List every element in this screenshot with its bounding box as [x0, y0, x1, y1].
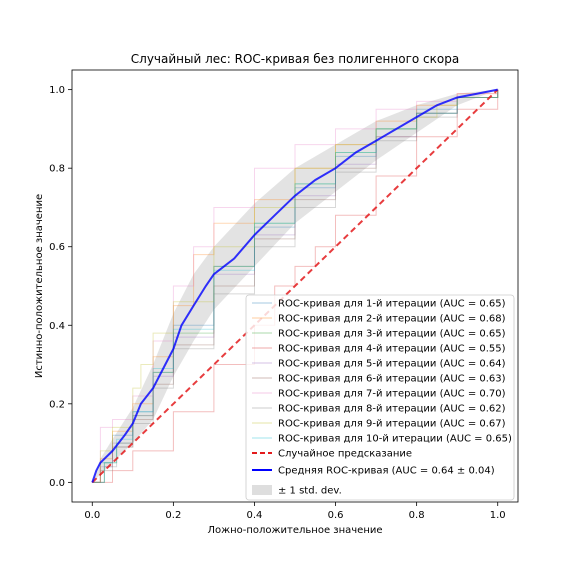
- legend-chance-label: Случайное предсказание: [278, 449, 412, 460]
- y-tick-label: 0.2: [49, 399, 65, 410]
- roc-iteration-8: [92, 89, 499, 483]
- mean-roc-curve: [91, 88, 498, 483]
- x-tick-label: 1.0: [490, 510, 506, 521]
- x-axis-label: Ложно-положительное значение: [207, 525, 382, 536]
- roc-iteration-9: [92, 89, 499, 483]
- roc-iteration-3: [92, 89, 499, 483]
- legend: ROC-кривая для 1-й итерации (AUC = 0.65)…: [245, 294, 515, 501]
- y-tick-label: 1.0: [49, 85, 65, 96]
- y-tick-label: 0.0: [49, 478, 65, 489]
- y-tick-label: 0.6: [49, 242, 65, 253]
- legend-iteration-7-label: ROC-кривая для 7-й итерации (AUC = 0.70): [278, 389, 506, 400]
- x-tick-label: 0.2: [165, 510, 181, 521]
- chance-line: [91, 88, 499, 484]
- legend-box: [245, 294, 515, 501]
- legend-iteration-9-label: ROC-кривая для 9-й итерации (AUC = 0.67): [278, 419, 506, 430]
- chart-title: Случайный лес: ROC-кривая без полигенног…: [131, 52, 459, 66]
- y-axis-label: Истинно-положительное значение: [34, 194, 45, 378]
- legend-iteration-6-label: ROC-кривая для 6-й итерации (AUC = 0.63): [278, 374, 506, 385]
- x-tick-label: 0.8: [409, 510, 425, 521]
- legend-mean-label: Средняя ROC-кривая (AUC = 0.64 ± 0.04): [278, 466, 495, 477]
- x-tick-label: 0.4: [247, 510, 263, 521]
- legend-iteration-10-label: ROC-кривая для 10-й итерации (AUC = 0.65…: [278, 434, 512, 445]
- legend-iteration-8-label: ROC-кривая для 8-й итерации (AUC = 0.62): [278, 404, 506, 415]
- legend-std-label: ± 1 std. dev.: [278, 486, 342, 497]
- x-tick-label: 0.6: [328, 510, 344, 521]
- legend-iteration-4-label: ROC-кривая для 4-й итерации (AUC = 0.55): [278, 344, 506, 355]
- x-tick-label: 0.0: [84, 510, 100, 521]
- axes-frame: [71, 69, 519, 503]
- y-tick-label: 0.4: [49, 321, 65, 332]
- roc-iteration-7: [92, 89, 499, 483]
- legend-iteration-1-label: ROC-кривая для 1-й итерации (AUC = 0.65): [278, 299, 506, 310]
- roc-iteration-2: [92, 89, 499, 483]
- legend-iteration-3-label: ROC-кривая для 3-й итерации (AUC = 0.65): [278, 329, 506, 340]
- roc-iteration-1: [92, 89, 499, 483]
- y-tick-label: 0.8: [49, 164, 65, 175]
- legend-std-swatch: [252, 485, 272, 495]
- plot-area: 0.0 0.2 0.4 0.6 0.8 1.0 0.0 0.2 0.4 0.6 0.8 1.0: [49, 69, 519, 521]
- legend-iteration-2-label: ROC-кривая для 2-й итерации (AUC = 0.68): [278, 314, 506, 325]
- legend-iteration-5-label: ROC-кривая для 5-й итерации (AUC = 0.64): [278, 359, 506, 370]
- roc-iteration-6: [92, 89, 499, 483]
